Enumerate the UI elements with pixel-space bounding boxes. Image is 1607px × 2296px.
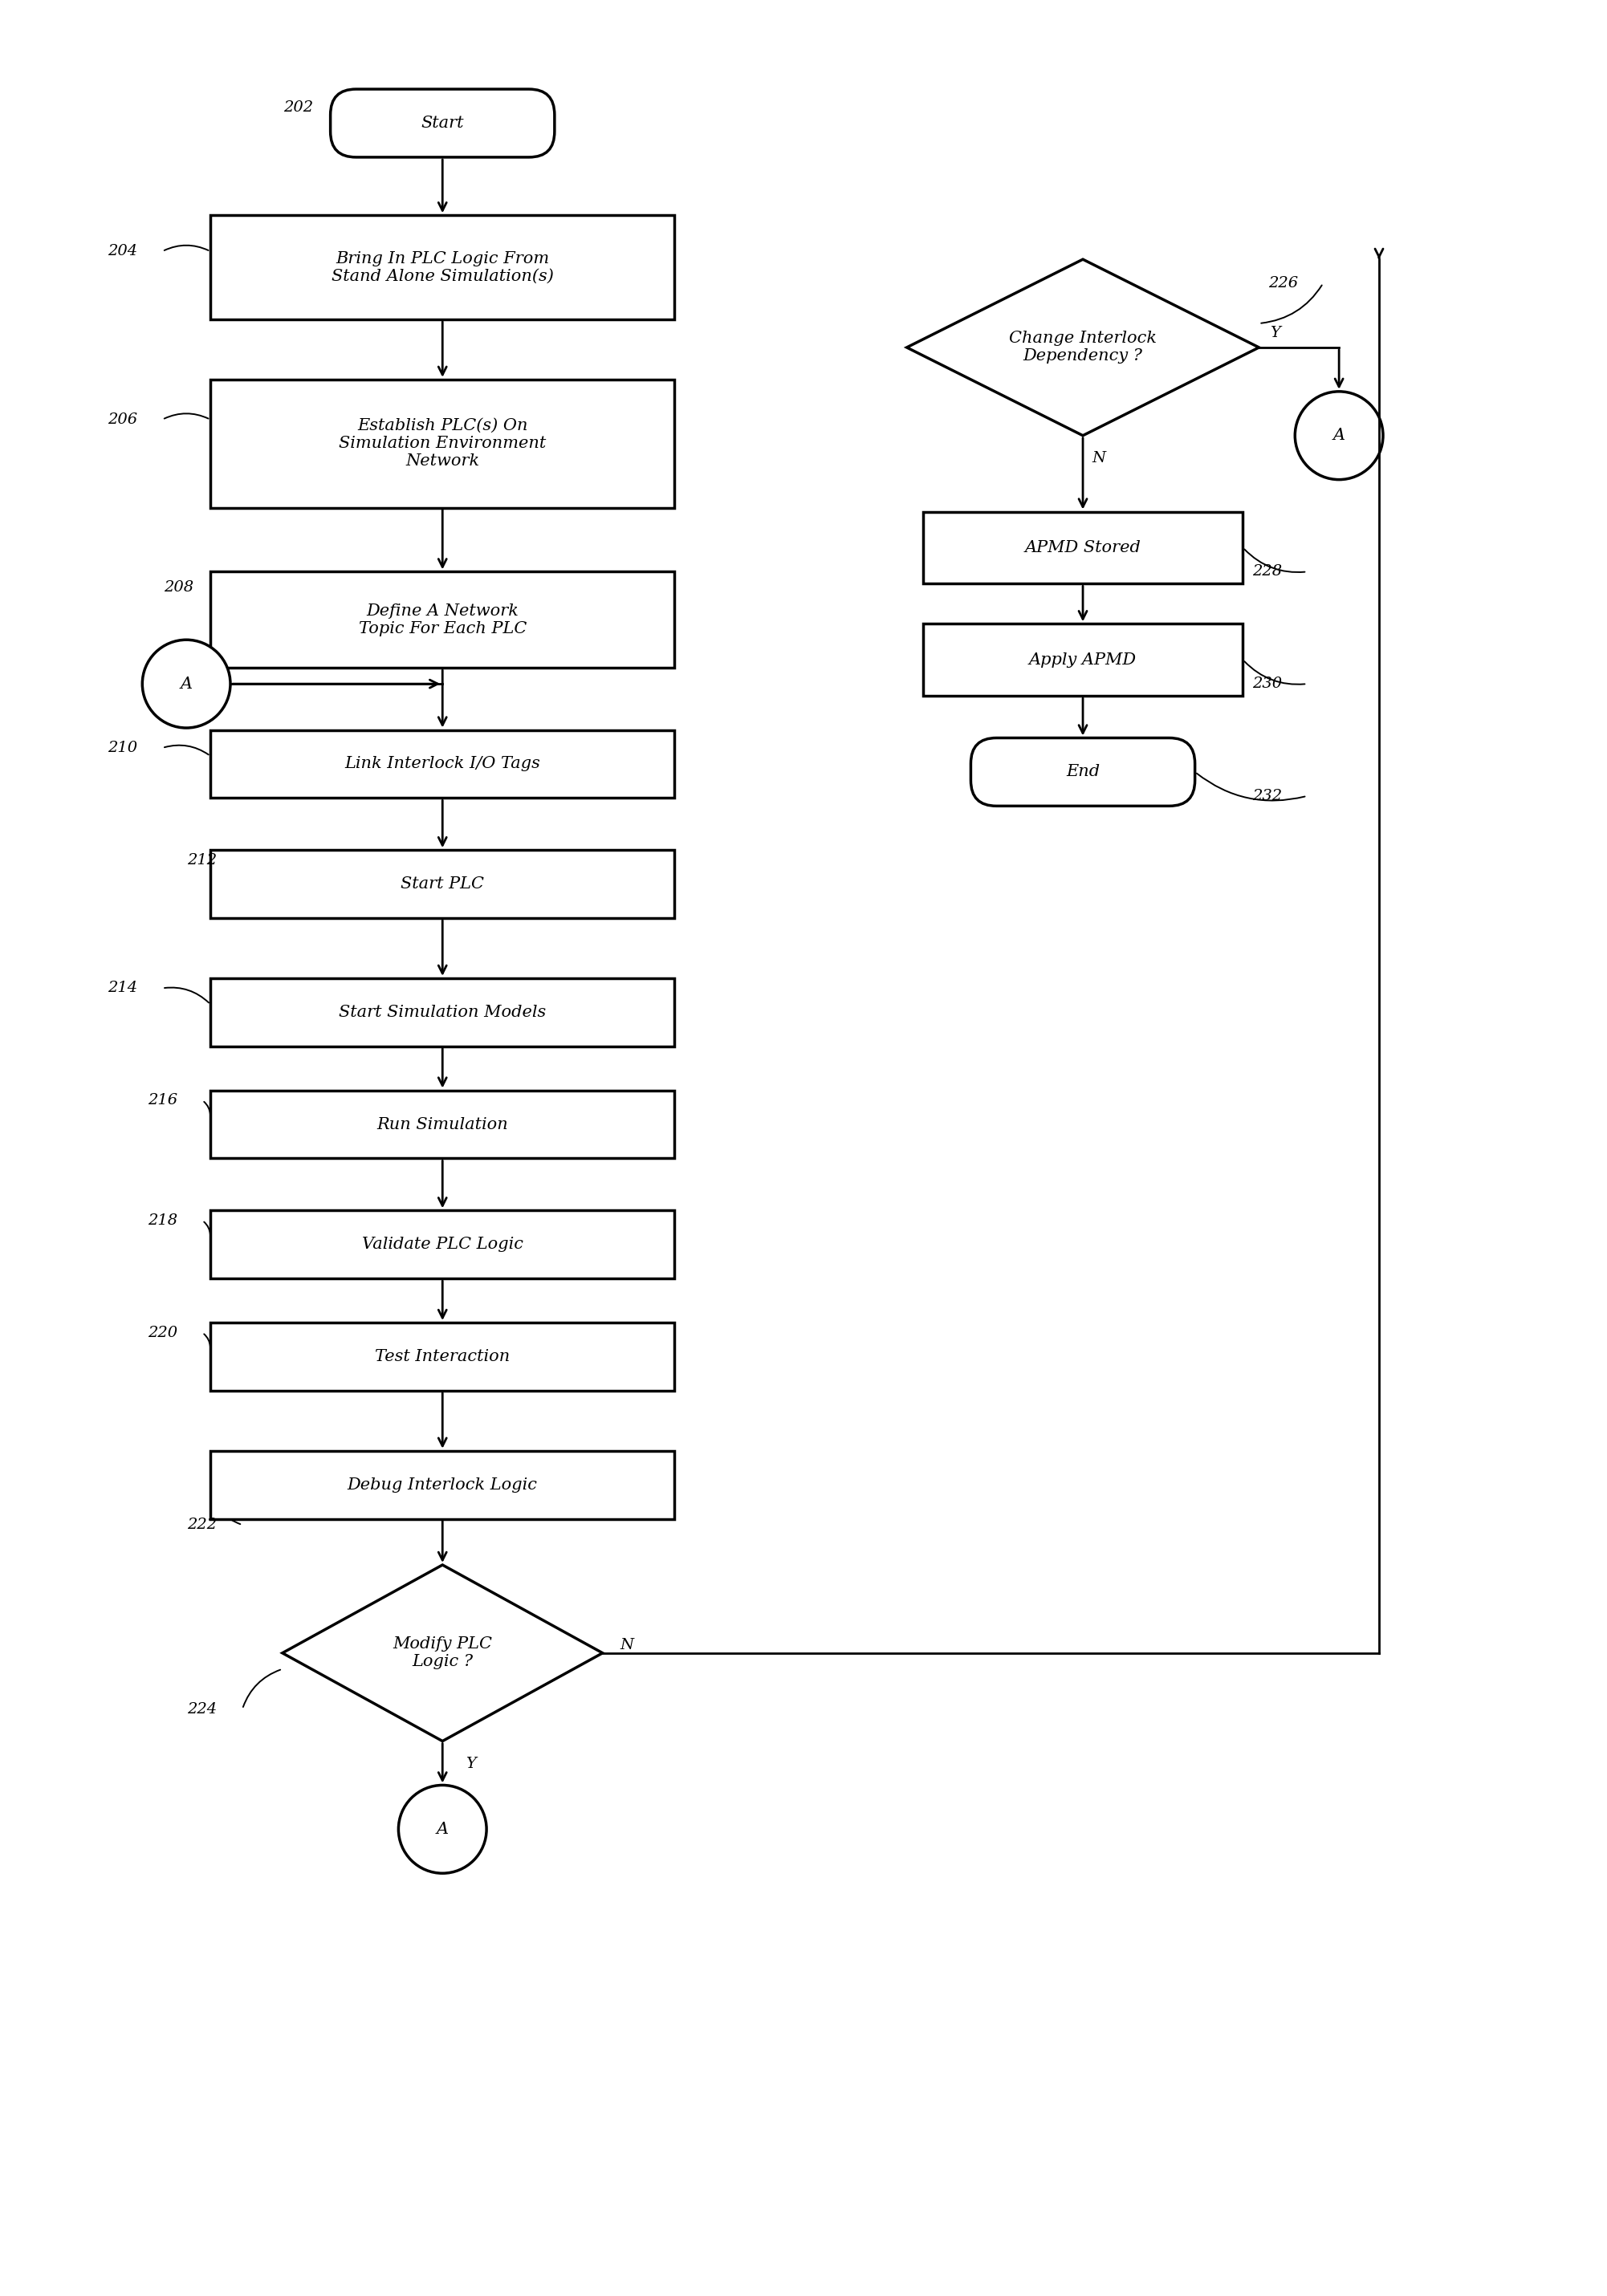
Text: Y: Y bbox=[1270, 326, 1281, 340]
Text: 216: 216 bbox=[148, 1093, 177, 1107]
Text: Modify PLC
Logic ?: Modify PLC Logic ? bbox=[392, 1637, 492, 1669]
Text: 214: 214 bbox=[108, 980, 137, 996]
Text: Start Simulation Models: Start Simulation Models bbox=[339, 1006, 546, 1019]
Text: 228: 228 bbox=[1252, 565, 1282, 579]
Bar bbox=[922, 512, 1242, 583]
Circle shape bbox=[143, 641, 230, 728]
Bar bbox=[922, 625, 1242, 696]
Text: A: A bbox=[180, 677, 193, 691]
Bar bbox=[211, 572, 675, 668]
Text: Bring In PLC Logic From
Stand Alone Simulation(s): Bring In PLC Logic From Stand Alone Simu… bbox=[331, 250, 554, 285]
Text: N: N bbox=[1093, 450, 1106, 466]
Text: N: N bbox=[620, 1637, 633, 1653]
Text: Debug Interlock Logic: Debug Interlock Logic bbox=[347, 1476, 538, 1492]
Bar bbox=[211, 1451, 675, 1520]
Circle shape bbox=[1295, 393, 1384, 480]
Text: Start PLC: Start PLC bbox=[400, 877, 484, 891]
Text: Run Simulation: Run Simulation bbox=[376, 1116, 508, 1132]
Polygon shape bbox=[283, 1566, 603, 1740]
Bar bbox=[211, 978, 675, 1047]
Text: A: A bbox=[1332, 427, 1345, 443]
Bar bbox=[211, 1210, 675, 1279]
FancyBboxPatch shape bbox=[331, 90, 554, 156]
Text: End: End bbox=[1065, 765, 1099, 781]
Text: 220: 220 bbox=[148, 1325, 177, 1341]
Text: 212: 212 bbox=[188, 852, 217, 868]
Text: 218: 218 bbox=[148, 1212, 177, 1228]
FancyBboxPatch shape bbox=[971, 737, 1196, 806]
Bar bbox=[211, 1091, 675, 1159]
Text: Start: Start bbox=[421, 115, 464, 131]
Text: A: A bbox=[437, 1821, 448, 1837]
Bar bbox=[211, 850, 675, 918]
Text: APMD Stored: APMD Stored bbox=[1025, 540, 1141, 556]
Text: Y: Y bbox=[466, 1756, 476, 1770]
Text: 230: 230 bbox=[1252, 677, 1282, 691]
Text: Validate PLC Logic: Validate PLC Logic bbox=[362, 1238, 524, 1251]
Text: 206: 206 bbox=[108, 413, 137, 427]
Text: 210: 210 bbox=[108, 742, 137, 755]
Bar bbox=[211, 216, 675, 319]
Text: 226: 226 bbox=[1268, 276, 1298, 292]
Text: 232: 232 bbox=[1252, 790, 1282, 804]
Text: Apply APMD: Apply APMD bbox=[1028, 652, 1136, 668]
Text: Link Interlock I/O Tags: Link Interlock I/O Tags bbox=[344, 755, 540, 771]
Text: 224: 224 bbox=[188, 1701, 217, 1717]
Text: Establish PLC(s) On
Simulation Environment
Network: Establish PLC(s) On Simulation Environme… bbox=[339, 418, 546, 468]
Text: 208: 208 bbox=[164, 581, 193, 595]
Bar bbox=[211, 1322, 675, 1391]
Bar bbox=[211, 379, 675, 507]
Text: Define A Network
Topic For Each PLC: Define A Network Topic For Each PLC bbox=[358, 604, 527, 636]
Text: 202: 202 bbox=[283, 101, 313, 115]
Text: Change Interlock
Dependency ?: Change Interlock Dependency ? bbox=[1009, 331, 1157, 363]
Text: Test Interaction: Test Interaction bbox=[374, 1350, 509, 1364]
Circle shape bbox=[399, 1786, 487, 1874]
Text: 222: 222 bbox=[188, 1518, 217, 1531]
Bar bbox=[211, 730, 675, 799]
Text: 204: 204 bbox=[108, 243, 137, 259]
Polygon shape bbox=[906, 259, 1258, 436]
